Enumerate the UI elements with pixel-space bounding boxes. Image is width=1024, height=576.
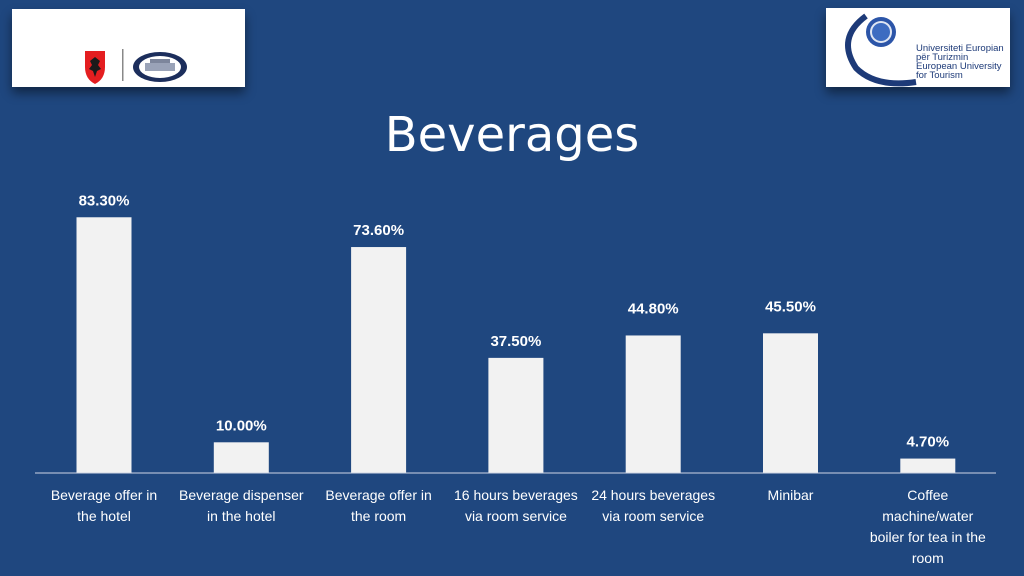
bar-1 xyxy=(76,217,132,473)
category-label-3: Beverage offer in the room xyxy=(325,487,431,524)
bar-2 xyxy=(213,442,269,473)
category-label-line: machine/water xyxy=(882,508,973,524)
category-label-line: the hotel xyxy=(77,508,131,524)
category-label-line: via room service xyxy=(465,508,567,524)
category-label-line: 24 hours beverages xyxy=(591,487,715,503)
data-label-6: 45.50% xyxy=(765,298,816,315)
page-title: Beverages xyxy=(384,107,640,163)
category-label-1: Beverage offer in the hotel xyxy=(51,487,157,524)
data-label-5: 44.80% xyxy=(628,300,679,317)
bar-6 xyxy=(763,333,818,473)
category-label-line: room xyxy=(912,550,944,566)
logo-line-2: për Turizmin xyxy=(916,52,968,63)
data-label-2: 10.00% xyxy=(216,417,267,434)
ministry-seal-icon xyxy=(133,52,187,82)
logo-line-1: Universiteti Europian xyxy=(916,43,1004,54)
category-label-line: Minibar xyxy=(768,487,814,503)
logo-card-right: Universiteti Europian për Turizmin Europ… xyxy=(826,8,1010,87)
logo-divider xyxy=(122,49,124,81)
data-label-1: 83.30% xyxy=(79,192,130,209)
category-label-5: 24 hours beverages via room service xyxy=(591,487,715,524)
category-label-2: Beverage dispenser in the hotel xyxy=(179,487,304,524)
albania-emblem-icon xyxy=(85,49,187,84)
category-label-line: Beverage offer in xyxy=(325,487,431,503)
university-logo-icon: Universiteti Europian për Turizmin Europ… xyxy=(845,13,1004,87)
category-label-line: Beverage offer in xyxy=(51,487,157,503)
category-label-4: 16 hours beverages via room service xyxy=(454,487,578,524)
logo-line-4: for Tourism xyxy=(916,70,963,81)
category-label-line: Beverage dispenser xyxy=(179,487,304,503)
category-label-line: in the hotel xyxy=(207,508,276,524)
bar-4 xyxy=(488,357,544,473)
category-label-line: Coffee xyxy=(907,487,948,503)
category-label-7: Coffee machine/water boiler for tea in the… xyxy=(870,487,986,566)
eu-stars-icon xyxy=(866,17,896,47)
category-label-line: the room xyxy=(351,508,406,524)
data-label-7: 4.70% xyxy=(907,434,950,451)
category-label-6: Minibar xyxy=(768,487,814,503)
data-label-4: 37.50% xyxy=(490,333,541,350)
bar-5 xyxy=(625,335,681,473)
category-label-line: boiler for tea in the xyxy=(870,529,986,545)
bar-3 xyxy=(351,247,407,473)
logo-line-3: European University xyxy=(916,61,1002,72)
eagle-shape xyxy=(89,57,101,77)
logo-swoosh xyxy=(845,13,917,87)
logo-card-left xyxy=(12,9,245,87)
category-label-line: via room service xyxy=(602,508,704,524)
data-label-3: 73.60% xyxy=(353,222,404,239)
labels-layer: 83.30% Beverage offer in the hotel 10.00% Be… xyxy=(51,192,986,566)
bar-7 xyxy=(900,458,956,473)
category-label-line: 16 hours beverages xyxy=(454,487,578,503)
bars-layer xyxy=(76,217,956,473)
